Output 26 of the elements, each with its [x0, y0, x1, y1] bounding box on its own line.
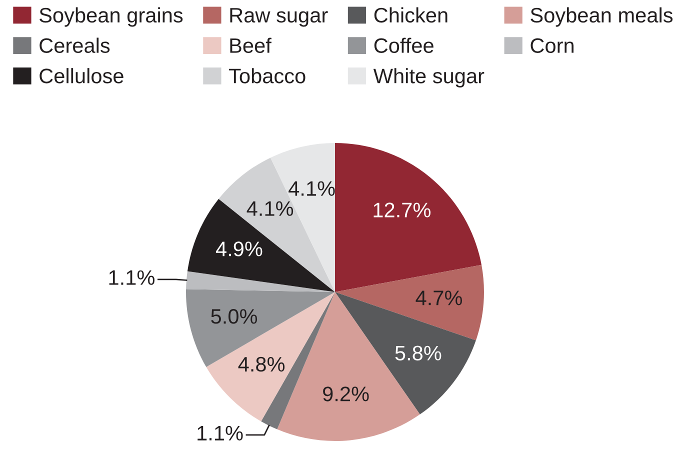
- data-label: 5.0%: [211, 309, 258, 324]
- legend-label: Raw sugar: [230, 8, 328, 27]
- data-label: 9.2%: [323, 386, 369, 402]
- legend-label: Beef: [230, 38, 272, 53]
- legend-label: Cereals: [40, 38, 110, 53]
- pie-slice: [187, 198, 335, 292]
- data-label: 4.9%: [216, 242, 262, 256]
- data-label: 4.7%: [416, 290, 462, 306]
- legend-label: White sugar: [373, 68, 484, 88]
- pie-slice: [335, 264, 484, 340]
- data-label: 5.8%: [395, 346, 442, 360]
- data-label: 4.1%: [288, 181, 335, 196]
- legend-label: Soybean grains: [40, 7, 183, 27]
- data-label: 1.1%: [109, 270, 154, 285]
- legend-label: Cellulose: [40, 68, 124, 84]
- pie-slice: [186, 271, 335, 292]
- legend-label: Chicken: [374, 7, 448, 23]
- data-label: 1.1%: [198, 426, 243, 440]
- legend-label: Corn: [530, 38, 574, 53]
- data-label: 12.7%: [374, 202, 430, 218]
- legend-label: Tobacco: [229, 68, 306, 84]
- legend-label: Soybean meals: [530, 7, 673, 27]
- data-label: 4.8%: [238, 356, 285, 372]
- legend-label: Coffee: [374, 38, 434, 53]
- pie-slice: [335, 143, 482, 292]
- data-label: 4.1%: [246, 201, 294, 216]
